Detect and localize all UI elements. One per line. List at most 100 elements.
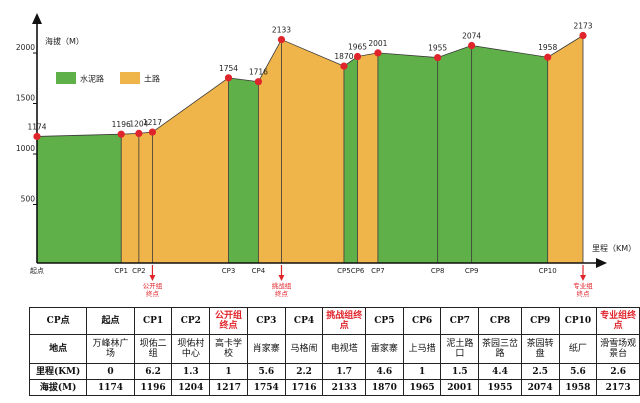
segment-area xyxy=(343,56,358,263)
location-cell: 坝佑二组 xyxy=(133,334,173,364)
cp-header-cell: CP8 xyxy=(478,307,522,335)
segment-area xyxy=(281,39,344,263)
y-ticks: 500 1000 1500 2000 xyxy=(16,43,37,205)
x-tick-label: CP10 xyxy=(539,267,557,275)
x-tick-label: CP7 xyxy=(371,267,385,275)
y-axis-arrow xyxy=(32,13,42,24)
data-label: 2133 xyxy=(272,26,291,35)
km-cell: 2.6 xyxy=(596,363,640,380)
profile-line xyxy=(36,133,122,137)
x-tick-label: CP4 xyxy=(252,267,266,275)
table-row: CP点 起点 CP1 CP2 公开组终点 CP3 CP4 挑战组终点 CP5 CP6 CP7 CP8 C… xyxy=(28,307,640,335)
data-label: 1174 xyxy=(27,122,46,131)
cp-header-cell: 专业组终点 xyxy=(596,307,640,335)
data-label: 1196 xyxy=(112,120,131,129)
profile-line xyxy=(377,52,438,58)
cp-header-cell: CP2 xyxy=(171,307,211,335)
profile-line xyxy=(437,45,472,58)
x-tick-label: CP6 xyxy=(351,267,365,275)
legend-label: 水泥路 xyxy=(80,74,104,84)
location-cell: 上马措 xyxy=(402,334,442,364)
segment-area xyxy=(228,77,259,263)
annotation-label: 专业组 xyxy=(573,281,593,290)
altitude-cell: 2001 xyxy=(440,379,480,396)
data-point xyxy=(434,53,442,62)
altitude-cell: 1958 xyxy=(558,379,598,396)
annotation-label: 终点 xyxy=(577,289,591,298)
segment-area xyxy=(37,134,122,263)
annotation-arrowhead xyxy=(580,275,586,281)
annotation-label: 挑战组 xyxy=(272,281,292,290)
data-point xyxy=(374,49,382,57)
legend-swatch xyxy=(56,72,76,84)
cp-header-cell: CP6 xyxy=(402,307,442,335)
cp-header-cell: CP7 xyxy=(440,307,480,335)
altitude-cell: 2133 xyxy=(322,379,366,396)
table-row: 海拔(M) 1174 1196 1204 1217 1754 1716 2133 1870 196… xyxy=(28,379,640,396)
location-cell: 纸厂 xyxy=(558,334,598,364)
x-tick-label: CP9 xyxy=(465,267,479,275)
cp-header-cell: CP9 xyxy=(520,307,560,335)
segment-area xyxy=(258,39,282,263)
x-tick-label: CP8 xyxy=(431,267,445,275)
data-label: 1754 xyxy=(219,64,238,73)
y-tick-label: 1500 xyxy=(16,94,35,103)
data-label: 1217 xyxy=(143,118,162,127)
profile-line xyxy=(547,35,584,58)
km-cell: 5.6 xyxy=(246,363,286,380)
data-label: 2173 xyxy=(573,22,592,31)
data-point xyxy=(579,31,587,40)
data-label: 1716 xyxy=(249,68,268,77)
altitude-cell: 1716 xyxy=(284,379,324,396)
annotation-label: 终点 xyxy=(275,289,289,298)
cp-header-cell: CP10 xyxy=(558,307,598,335)
km-cell: 1 xyxy=(209,363,248,380)
profile-line xyxy=(258,39,282,82)
segment-area xyxy=(547,35,583,263)
x-tick-label: CP2 xyxy=(132,267,146,275)
segment-area xyxy=(377,52,438,263)
x-tick-labels: 起点 CP1 CP2 CP3 CP4 CP5 CP6 CP7 CP8 CP9 CP10 xyxy=(30,267,557,275)
location-cell: 泥土路口 xyxy=(440,334,480,364)
legend: 水泥路 土路 xyxy=(56,72,160,84)
altitude-cell: 2173 xyxy=(596,379,640,396)
location-cell: 万峰林广场 xyxy=(86,334,135,364)
km-cell: 1.5 xyxy=(440,363,480,380)
surface-areas xyxy=(37,35,583,263)
altitude-cell: 1217 xyxy=(209,379,248,396)
table-row: 里程(KM) 0 6.2 1.3 1 5.6 2.2 1.7 4.6 1 1.5 4.4 2.5 5.6 2… xyxy=(28,363,640,380)
altitude-cell: 1870 xyxy=(365,379,404,396)
km-cell: 0 xyxy=(86,363,135,380)
km-cell: 2.5 xyxy=(520,363,560,380)
row-header: 里程(KM) xyxy=(28,363,88,380)
row-header: 地点 xyxy=(28,334,88,364)
data-point xyxy=(277,35,286,44)
km-cell: 2.2 xyxy=(284,363,324,380)
altitude-cell: 1196 xyxy=(133,379,173,396)
profile-line xyxy=(228,77,259,83)
segment-area xyxy=(471,45,548,263)
annotation-arrowhead xyxy=(278,275,285,281)
data-point xyxy=(544,53,552,61)
cp-header-cell: CP3 xyxy=(246,307,286,335)
km-cell: 6.2 xyxy=(133,363,173,380)
y-tick-label: 500 xyxy=(21,195,36,204)
data-point xyxy=(353,52,362,61)
km-cell: 5.6 xyxy=(558,363,598,380)
km-cell: 1.3 xyxy=(171,363,211,380)
data-label: 1965 xyxy=(348,43,367,52)
x-axis-title: 里程（KM） xyxy=(592,244,636,253)
location-cell: 马格闹 xyxy=(284,334,324,364)
data-point xyxy=(148,128,157,136)
cp-header-cell: CP4 xyxy=(284,307,324,335)
data-point xyxy=(468,41,476,50)
x-tick-label: 起点 xyxy=(30,267,44,275)
annotation-label: 终点 xyxy=(146,289,160,298)
segment-area xyxy=(121,133,139,263)
data-point xyxy=(340,62,348,70)
cp-header-cell: 挑战组终点 xyxy=(322,307,366,335)
annotation-label: 公开组 xyxy=(143,281,163,290)
